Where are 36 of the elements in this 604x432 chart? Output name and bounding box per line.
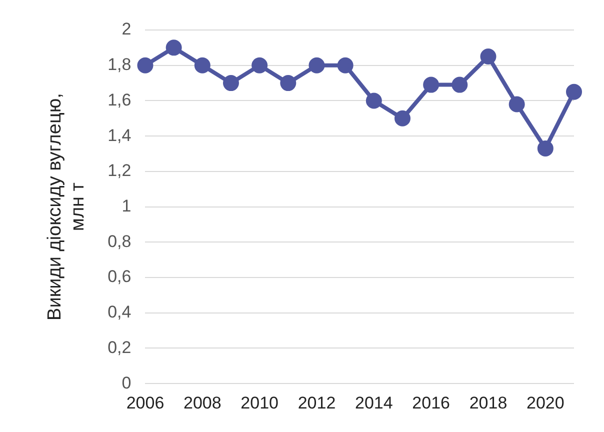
point [166, 40, 182, 56]
y-tick-label: 1,4 [108, 126, 132, 145]
x-tick-label: 2014 [354, 393, 393, 412]
x-tick-label: 2018 [469, 393, 508, 412]
y-tick-label: 0,8 [108, 232, 132, 251]
x-tick-label: 2010 [240, 393, 278, 412]
point [308, 57, 325, 74]
point [423, 76, 440, 93]
point [194, 57, 210, 74]
point [222, 75, 239, 92]
point [394, 110, 410, 126]
point [137, 57, 154, 74]
y-tick-label: 1,2 [108, 161, 132, 180]
y-tick-label: 1,6 [108, 90, 132, 110]
y-axis-title: Викиди діоксиду вуглецю, млн т [44, 93, 88, 320]
point [566, 84, 582, 100]
point [508, 96, 525, 112]
x-tick-label: 2008 [183, 393, 222, 412]
y-tick-label: 0,4 [108, 302, 132, 322]
x-tick-label: 2012 [298, 393, 336, 412]
point [480, 48, 496, 65]
x-tick-label: 2020 [526, 393, 564, 412]
point [337, 57, 354, 74]
point [280, 75, 296, 92]
x-tick-label: 2006 [126, 393, 164, 412]
y-tick-label: 0,2 [108, 338, 132, 357]
point [366, 92, 382, 109]
y-tick-label: 1,8 [108, 55, 132, 74]
point [252, 57, 268, 74]
point [452, 76, 468, 93]
y-tick-label: 2 [122, 20, 132, 39]
y-tick-label: 0,6 [108, 267, 132, 286]
y-tick-label: 0 [122, 373, 132, 392]
x-tick-label: 2016 [412, 393, 450, 412]
point [537, 140, 554, 156]
y-tick-label: 1 [122, 196, 132, 216]
